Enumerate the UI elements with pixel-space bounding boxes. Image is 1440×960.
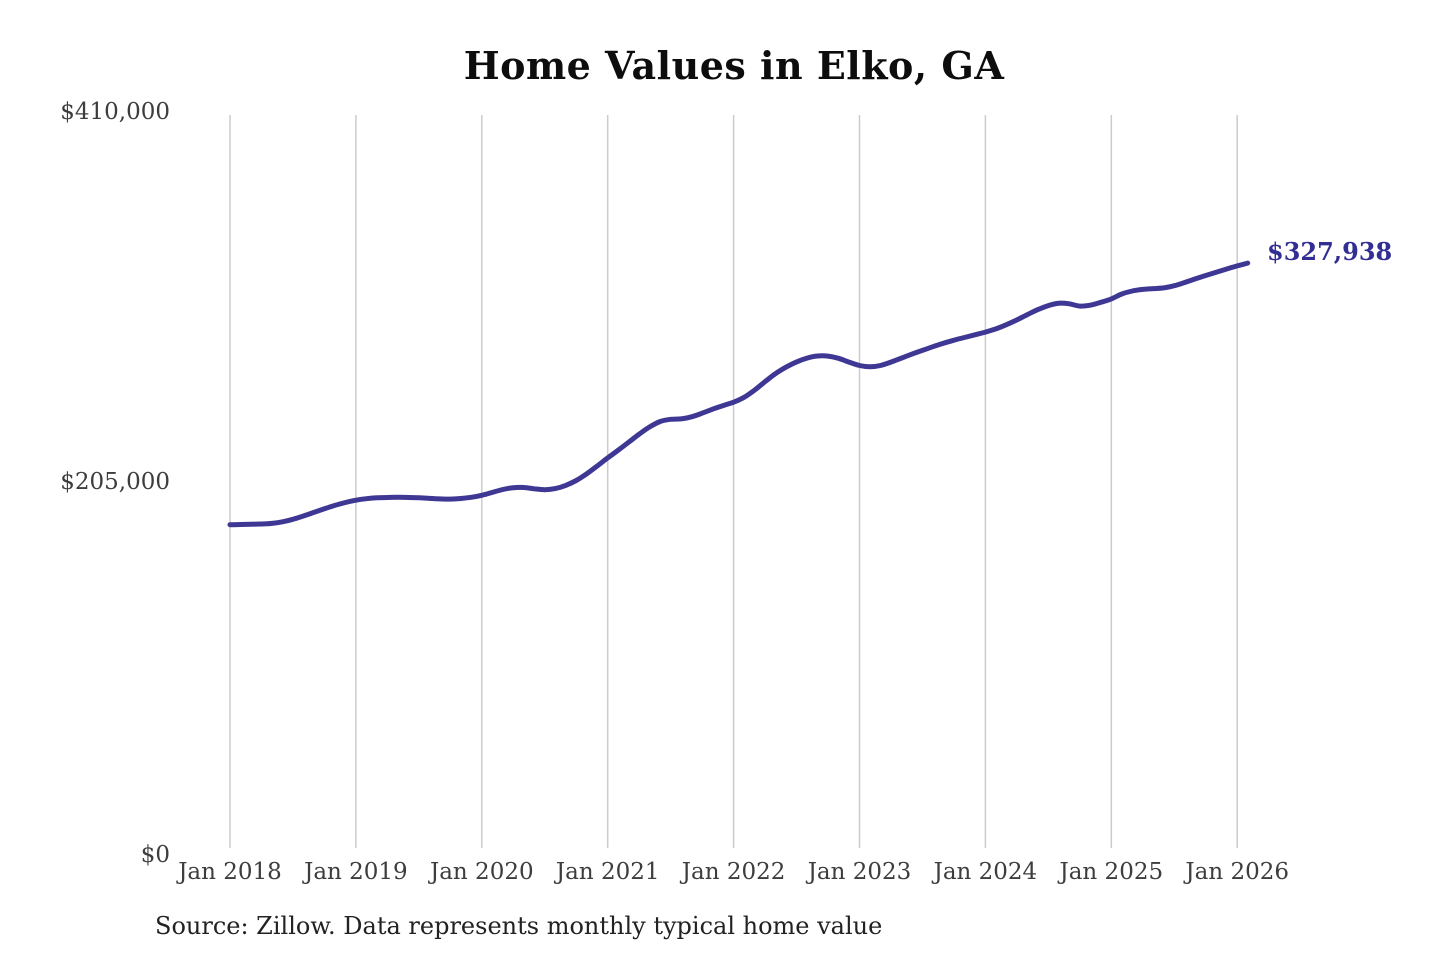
x-tick-label: Jan 2020: [430, 859, 534, 885]
x-tick-label: Jan 2022: [681, 859, 786, 885]
x-tick-label: Jan 2018: [178, 859, 282, 885]
source-note: Source: Zillow. Data represents monthly …: [155, 912, 883, 940]
x-tick-label: Jan 2021: [555, 859, 660, 885]
latest-value-label: $327,938: [1267, 237, 1393, 266]
y-tick-label-205000: $205,000: [60, 469, 170, 495]
chart-title: Home Values in Elko, GA: [463, 43, 1005, 88]
x-tick-label: Jan 2026: [1185, 859, 1289, 885]
x-tick-label: Jan 2019: [304, 859, 408, 885]
x-tick-label: Jan 2024: [933, 859, 1038, 885]
x-tick-label: Jan 2023: [807, 859, 912, 885]
y-tick-label-0: $0: [140, 842, 170, 868]
x-tick-label: Jan 2025: [1059, 859, 1164, 885]
year-gridlines: [229, 115, 1238, 848]
y-tick-label-410000: $410,000: [60, 99, 170, 125]
home-value-series-line: [227, 260, 1251, 528]
